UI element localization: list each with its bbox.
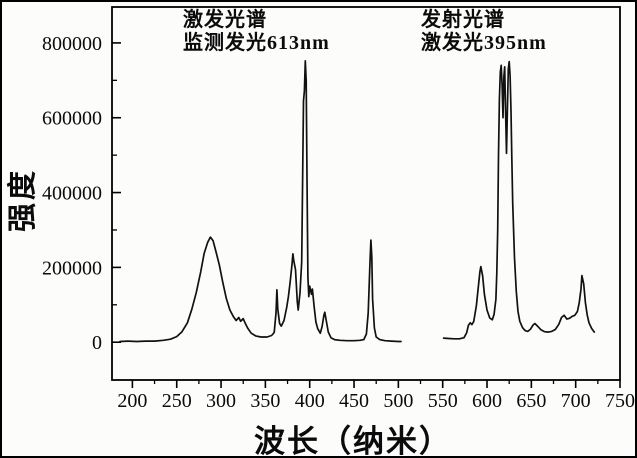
x-tick-label: 450 (339, 390, 369, 412)
y-tick-label: 0 (92, 332, 102, 354)
x-tick-label: 250 (162, 390, 192, 412)
x-tick-label: 600 (472, 390, 502, 412)
y-tick-label: 400000 (42, 183, 102, 205)
x-axis-label: 波长（纳米） (254, 424, 452, 458)
x-tick-label: 500 (383, 390, 413, 412)
plot-border (111, 6, 621, 381)
x-tick-label: 650 (516, 390, 546, 412)
emission-annotation-line2: 激发光395nm (421, 32, 547, 54)
x-tick-label: 550 (428, 390, 458, 412)
x-tick-label: 400 (295, 390, 325, 412)
excitation-annotation: 激发光谱 监测发光613nm (183, 9, 330, 55)
x-tick-label: 350 (250, 390, 280, 412)
emission-annotation: 发射光谱 激发光395nm (421, 9, 547, 55)
excitation-annotation-line1: 激发光谱 (183, 9, 267, 31)
x-tick-label: 300 (206, 390, 236, 412)
excitation-annotation-line2: 监测发光613nm (183, 32, 330, 54)
excitation-spectrum-curve (119, 60, 402, 343)
emission-spectrum-curve (442, 60, 596, 340)
y-axis-label: 强度 (7, 167, 39, 233)
x-tick-label: 750 (605, 390, 635, 412)
x-tick-label: 700 (561, 390, 591, 412)
x-tick-label: 200 (117, 390, 147, 412)
y-tick-label: 800000 (42, 33, 102, 55)
y-tick-label: 200000 (42, 257, 102, 279)
y-tick-label: 600000 (42, 108, 102, 130)
emission-annotation-line1: 发射光谱 (421, 9, 505, 31)
